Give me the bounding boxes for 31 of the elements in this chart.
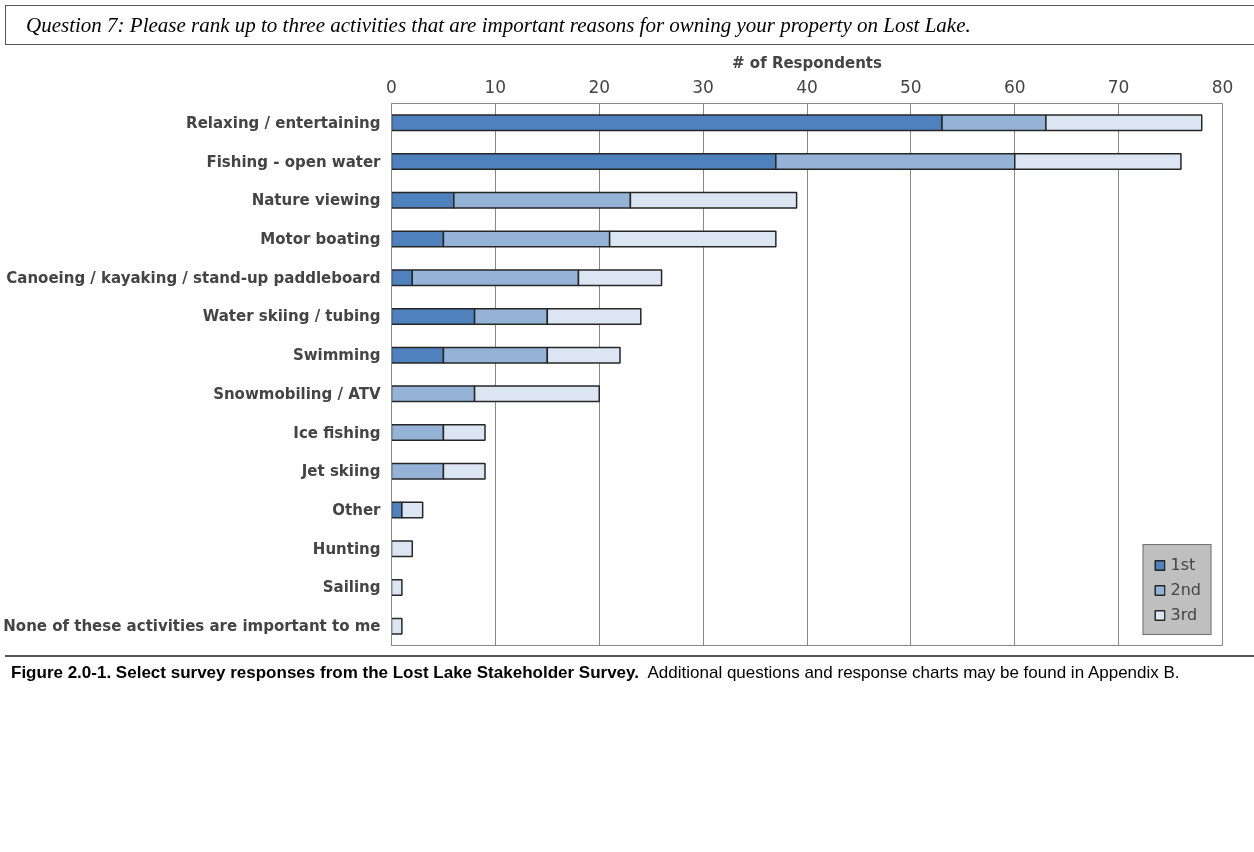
legend-label: 2nd	[1170, 580, 1201, 599]
y-tick-label: Sailing	[322, 578, 381, 597]
x-tick-label: 80	[1211, 76, 1234, 97]
y-tick-label: Nature viewing	[251, 191, 381, 210]
y-tick-label: Jet skiing	[300, 462, 381, 481]
x-tick-label: 70	[1107, 76, 1130, 97]
y-tick-label: Water skiing / tubing	[202, 307, 381, 326]
x-axis-title: # of Respondents	[732, 53, 883, 72]
y-tick-label: None of these activities are important to me	[3, 617, 381, 636]
x-tick-label: 40	[796, 76, 818, 97]
x-tick-label: 0	[386, 76, 397, 97]
x-tick-label: 20	[588, 76, 611, 97]
y-tick-label: Hunting	[312, 539, 381, 558]
y-tick-label: Snowmobiling / ATV	[213, 384, 381, 403]
chart-title: Question 7: Please rank up to three activities that are important reasons for owning your property on Lost Lake.	[25, 12, 972, 39]
bar	[391, 540, 414, 558]
y-tick-label: Ice fishing	[293, 423, 381, 442]
legend-label: 1st	[1170, 555, 1196, 574]
x-tick-label: 30	[692, 76, 714, 97]
caption: Figure 2.0-1. Select survey responses from the Lost Lake Stakeholder Survey.	[11, 663, 639, 682]
legend-label: 3rd	[1170, 605, 1198, 624]
y-tick-label: Fishing - open water	[206, 152, 382, 171]
y-tick-label: Swimming	[292, 346, 381, 365]
y-tick-label: Relaxing / entertaining	[186, 113, 381, 132]
x-tick-label: 10	[484, 76, 507, 97]
x-tick-label: 50	[900, 76, 922, 97]
x-tick-label: 60	[1003, 76, 1026, 97]
text: Additional questions and response charts may be found in Appendix B.	[647, 663, 1180, 682]
y-tick-label: Canoeing / kayaking / stand-up paddleboard	[6, 268, 381, 287]
y-tick-label: Other	[332, 501, 382, 519]
y-tick-label: Motor boating	[260, 230, 381, 248]
